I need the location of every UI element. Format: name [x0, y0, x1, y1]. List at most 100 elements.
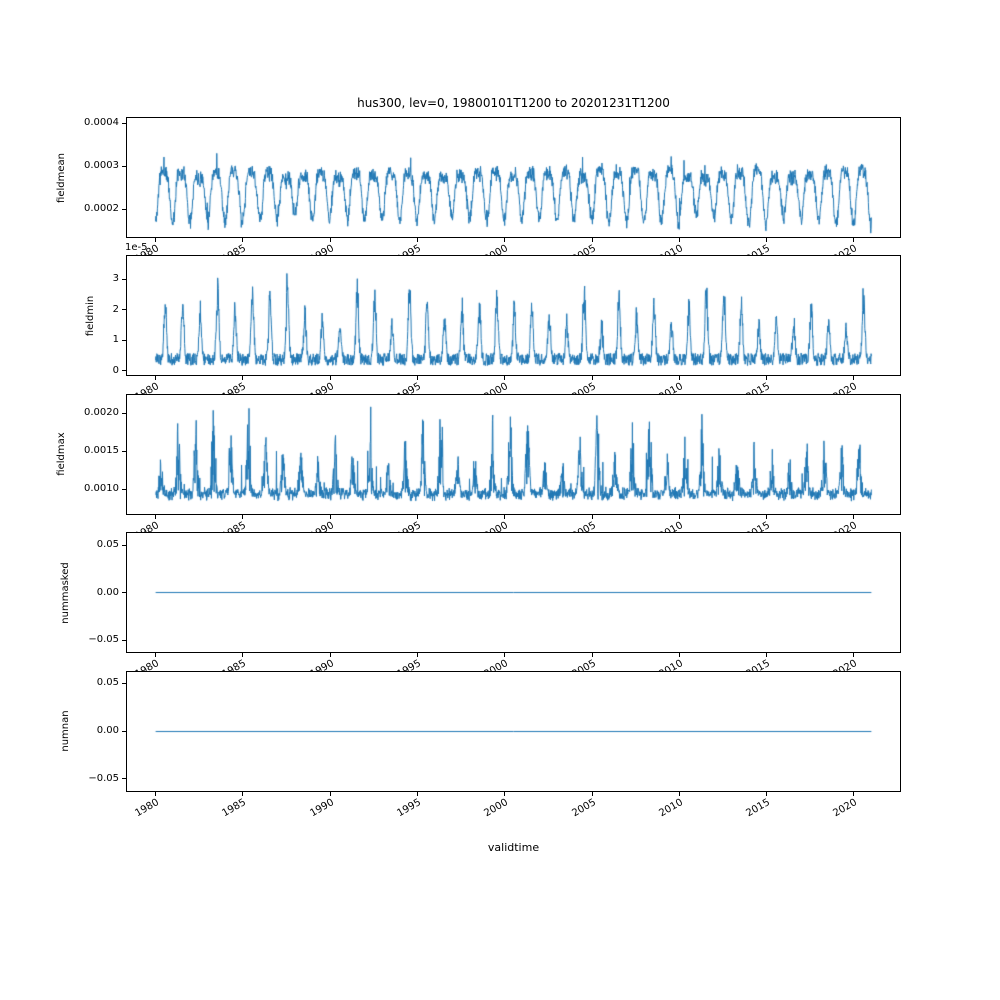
subplot-nummasked: −0.05 0.00 0.05 1980 1985 1990 1995 2000 2005 201…	[88, 532, 901, 680]
x-tick	[504, 652, 506, 658]
x-tick	[329, 652, 331, 658]
x-tick-label: 2010	[657, 796, 685, 819]
x-tick	[329, 375, 331, 381]
y-axis-label: fieldmin	[84, 295, 96, 337]
y-axis-label: nummasked	[60, 561, 72, 624]
y-tick-label: 0.0015	[84, 445, 119, 457]
y-tick-label: 0.00	[96, 725, 119, 737]
y-tick	[122, 208, 126, 210]
y-tick	[122, 682, 126, 684]
x-tick	[416, 513, 418, 519]
x-tick	[416, 375, 418, 381]
x-tick	[329, 790, 331, 796]
y-tick-label: 0	[112, 364, 119, 376]
y-tick-label: 0.05	[96, 539, 119, 551]
x-tick	[242, 237, 244, 242]
x-tick	[504, 513, 506, 519]
y-tick-label: −0.05	[88, 634, 119, 646]
x-tick-label: 1980	[133, 796, 162, 819]
subplot-numnan: −0.05 0.00 0.05 1980 1985 1990 1995 2000 2005 201…	[88, 670, 901, 819]
y-tick	[122, 488, 126, 490]
y-tick	[122, 412, 126, 414]
x-tick	[678, 790, 680, 796]
x-tick	[853, 237, 855, 242]
x-tick	[242, 375, 244, 381]
y-axis-label: numnan	[60, 710, 72, 752]
y-tick-label: 0.0003	[84, 160, 119, 172]
x-tick	[591, 790, 593, 796]
x-tick	[504, 237, 506, 242]
x-tick-label: 1985	[220, 796, 249, 819]
y-tick-label: 0.0020	[84, 407, 119, 419]
y-tick	[122, 450, 126, 452]
y-tick-label: 0.0002	[84, 203, 119, 215]
x-tick	[155, 513, 157, 519]
y-axis-offset-text: 1e-5	[125, 242, 148, 254]
y-tick	[122, 544, 126, 546]
y-tick	[122, 639, 126, 641]
y-tick-label: 0.05	[96, 677, 119, 689]
y-tick	[122, 730, 126, 732]
y-tick	[122, 309, 126, 311]
x-tick	[416, 652, 418, 658]
x-tick	[853, 790, 855, 796]
x-tick-label: 2000	[482, 796, 511, 819]
x-tick	[155, 652, 157, 658]
x-axis-label: validtime	[487, 841, 540, 854]
series-line-nummasked	[127, 533, 900, 653]
y-tick-label: 1	[112, 334, 119, 346]
figure-title: hus300, lev=0, 19800101T1200 to 20201231…	[357, 96, 670, 110]
series-line-fieldmin	[127, 256, 900, 376]
x-tick-label: 2020	[831, 796, 860, 819]
x-tick-label: 1990	[308, 796, 336, 819]
subplot-fieldmean: 0.0002 0.0003 0.0004 1980 1985 1990 1995 2000 20…	[84, 117, 901, 265]
series-line-numnan	[127, 671, 900, 791]
y-tick	[122, 370, 126, 372]
y-tick	[122, 592, 126, 594]
y-axis-label: fieldmean	[56, 152, 67, 203]
y-tick-label: 0.0010	[84, 483, 119, 495]
x-tick	[678, 375, 680, 381]
series-line-fieldmax	[127, 394, 900, 514]
x-tick	[766, 375, 768, 381]
subplot-fieldmin: 0 1 2 3 1980 1985 1990 1995 2000 2005 2010 2015 2020…	[113, 242, 901, 404]
y-tick	[122, 278, 126, 280]
x-tick	[155, 790, 157, 796]
x-tick	[416, 790, 418, 796]
x-tick-label: 2015	[744, 796, 773, 819]
x-tick	[416, 237, 418, 242]
x-tick	[329, 513, 331, 519]
x-tick	[766, 652, 768, 658]
y-tick	[122, 122, 126, 124]
subplot-fieldmax: 0.0010 0.0015 0.0020 1980 1985 1990 1995 2000 20…	[84, 393, 901, 542]
x-tick	[591, 375, 593, 381]
x-tick	[155, 375, 157, 381]
x-tick	[853, 375, 855, 381]
y-tick-label: 2	[112, 303, 119, 315]
x-tick	[504, 375, 506, 381]
x-tick	[242, 652, 244, 658]
x-tick	[853, 513, 855, 519]
x-tick	[853, 652, 855, 658]
x-tick	[242, 513, 244, 519]
x-tick	[591, 513, 593, 519]
y-tick	[122, 339, 126, 341]
x-tick	[766, 237, 768, 242]
series-line-fieldmean	[127, 118, 900, 237]
y-tick	[122, 165, 126, 167]
x-tick	[766, 790, 768, 796]
x-tick	[591, 237, 593, 242]
x-tick	[678, 652, 680, 658]
y-tick-label: 0.00	[96, 586, 119, 598]
x-tick	[678, 513, 680, 519]
x-tick-label: 2005	[570, 796, 598, 819]
y-tick	[122, 778, 126, 780]
x-tick-label: 1995	[395, 796, 423, 819]
y-tick-label: 3	[112, 273, 119, 285]
y-tick-label: 0.0004	[84, 117, 119, 129]
x-tick	[591, 652, 593, 658]
x-tick	[766, 513, 768, 519]
y-axis-label: fieldmax	[56, 432, 67, 476]
x-tick	[329, 237, 331, 242]
